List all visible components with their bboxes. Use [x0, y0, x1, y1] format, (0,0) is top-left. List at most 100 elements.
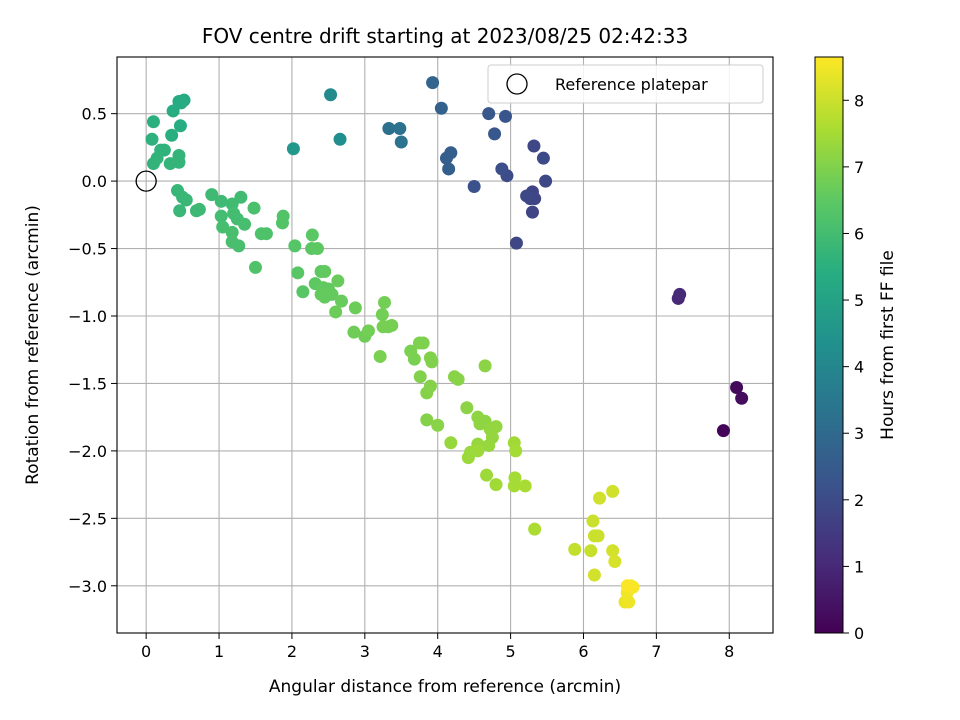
colorbar-tick-label: 0	[854, 624, 864, 643]
data-point	[324, 88, 338, 102]
y-tick-label: −2.5	[68, 509, 107, 528]
data-point	[425, 355, 439, 369]
x-axis-label: Angular distance from reference (arcmin)	[269, 677, 621, 697]
data-point	[179, 193, 193, 207]
data-point	[259, 227, 273, 241]
data-point	[525, 205, 539, 219]
data-point	[431, 418, 445, 432]
data-point	[146, 157, 160, 171]
data-point	[232, 239, 246, 253]
data-point	[247, 201, 261, 215]
data-point	[331, 274, 345, 288]
data-point	[214, 209, 228, 223]
data-point	[275, 216, 289, 230]
data-point	[528, 522, 542, 536]
data-point	[507, 479, 521, 493]
data-point	[394, 135, 408, 149]
data-point	[471, 444, 485, 458]
x-tick-label: 7	[651, 642, 661, 661]
data-point	[373, 349, 387, 363]
data-point	[434, 101, 448, 115]
colorbar-label: Hours from first FF file	[878, 250, 898, 440]
data-point	[166, 104, 180, 118]
data-point	[442, 162, 456, 176]
x-axis-ticks: 0 1 2 3 4 5 6 7 8	[141, 633, 734, 661]
data-point	[423, 379, 437, 393]
x-tick-label: 0	[141, 642, 151, 661]
data-point	[518, 479, 532, 493]
data-point	[393, 121, 407, 135]
data-point	[586, 514, 600, 528]
data-point	[482, 438, 496, 452]
data-point	[347, 325, 361, 339]
data-point	[378, 296, 392, 310]
data-point	[489, 420, 503, 434]
data-point	[225, 225, 239, 239]
data-point	[488, 127, 502, 141]
y-axis-label: Rotation from reference (arcmin)	[23, 205, 43, 485]
colorbar-tick-label: 8	[854, 91, 864, 110]
data-point	[305, 228, 319, 242]
data-point	[606, 544, 620, 558]
x-tick-label: 1	[214, 642, 224, 661]
data-point	[288, 239, 302, 253]
colorbar: 0 1 2 3 4 5 6 7 8 Hours from first FF file	[814, 56, 898, 643]
data-point	[489, 478, 503, 492]
reference-marker	[135, 170, 157, 192]
data-point	[606, 484, 620, 498]
data-point	[416, 336, 430, 350]
data-point	[480, 468, 494, 482]
data-point	[407, 352, 421, 366]
data-point	[146, 115, 160, 129]
data-point	[216, 220, 230, 234]
data-point	[716, 424, 730, 438]
data-point	[165, 128, 179, 142]
data-point	[291, 266, 305, 280]
data-point	[173, 204, 187, 218]
data-point	[361, 324, 375, 338]
x-tick-label: 4	[433, 642, 443, 661]
x-tick-label: 8	[724, 642, 734, 661]
colorbar-tick-label: 2	[854, 491, 864, 510]
data-point	[173, 119, 187, 133]
y-axis-ticks: 0.5 0.0 −0.5 −1.0 −1.5 −2.0 −2.5 −3.0	[68, 105, 117, 596]
data-point	[478, 359, 492, 373]
legend-label: Reference platepar	[555, 75, 708, 94]
chart-title: FOV centre drift starting at 2023/08/25 …	[202, 24, 688, 48]
legend-marker	[506, 73, 528, 95]
data-point	[334, 294, 348, 308]
data-point	[568, 542, 582, 556]
data-point	[205, 188, 219, 202]
data-point	[310, 242, 324, 256]
data-point	[467, 179, 481, 193]
data-point	[238, 217, 252, 231]
data-point	[318, 264, 332, 278]
y-tick-label: −1.5	[68, 374, 107, 393]
data-point	[536, 151, 550, 165]
colorbar-tick-label: 7	[854, 158, 864, 177]
legend: Reference platepar	[487, 64, 764, 104]
data-point	[735, 391, 749, 405]
data-point	[451, 372, 465, 386]
data-point	[333, 132, 347, 146]
data-point	[584, 544, 598, 558]
data-point	[587, 568, 601, 582]
data-point	[329, 305, 343, 319]
colorbar-ticks: 0 1 2 3 4 5 6 7 8	[843, 91, 864, 643]
data-point	[286, 142, 300, 156]
data-point	[444, 146, 458, 160]
y-tick-label: −1.0	[68, 307, 107, 326]
data-point	[382, 121, 396, 135]
data-point	[145, 132, 159, 146]
data-point	[248, 260, 262, 274]
data-point	[498, 109, 512, 123]
data-point	[385, 318, 399, 332]
colorbar-tick-label: 3	[854, 424, 864, 443]
data-point	[587, 529, 601, 543]
data-point	[172, 148, 186, 162]
data-point	[375, 308, 389, 322]
grid-lines	[117, 57, 773, 633]
y-tick-label: 0.5	[82, 105, 107, 124]
colorbar-tick-label: 6	[854, 224, 864, 243]
